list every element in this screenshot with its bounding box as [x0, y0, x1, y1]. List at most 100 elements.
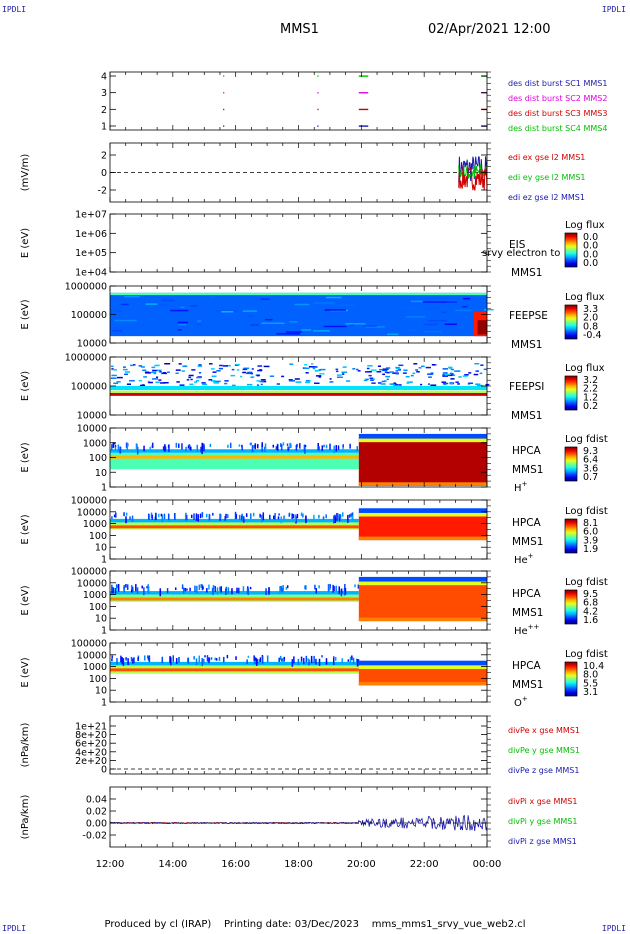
- spectrogram-cell: [450, 378, 455, 380]
- spectrogram-cell: [322, 516, 325, 520]
- spectrogram-cell: [398, 364, 404, 367]
- spectrogram-cell: [236, 587, 238, 593]
- spectrogram-cell: [238, 444, 241, 447]
- spectrogram-cell: [345, 323, 366, 325]
- spectrogram-cell: [442, 368, 449, 370]
- footer-script: mms_mms1_srvy_vue_web2.cl: [371, 919, 526, 930]
- spectrogram-cell: [349, 324, 355, 327]
- colorbar-tick-label: 9.3: [583, 446, 598, 457]
- spectrogram-cell: [475, 383, 481, 385]
- spectrogram-cell: [129, 379, 135, 382]
- colorbar-tick-label: 4.2: [583, 606, 598, 617]
- spectrogram-cell: [127, 658, 129, 666]
- spectrogram-cell: [250, 376, 255, 378]
- spacecraft-label: MMS1: [512, 464, 543, 476]
- spectrogram-cell: [302, 513, 304, 517]
- spectrogram-cell: [304, 444, 307, 448]
- spectrogram-cell: [352, 368, 356, 370]
- spectrogram-cell: [415, 369, 419, 371]
- corner-label-bottom-right: IPDLI: [601, 924, 626, 933]
- spectrogram-cell: [114, 446, 117, 452]
- spectrogram-cell: [371, 382, 376, 384]
- spectrogram-burst: [358, 576, 487, 582]
- spectrogram-cell: [337, 304, 356, 306]
- spectrogram-cell: [226, 654, 229, 659]
- spectrogram-cell: [407, 329, 417, 332]
- spectrogram-cell: [262, 380, 267, 383]
- spectrogram-cell: [133, 657, 135, 663]
- spectrogram-cell: [332, 658, 335, 666]
- spectrogram-cell: [276, 444, 279, 451]
- spectrogram-cell: [147, 304, 169, 307]
- spectrogram-cell: [151, 514, 154, 520]
- y-tick-label: 100000: [71, 639, 107, 650]
- spectrogram-cell: [141, 585, 143, 589]
- spectrogram-cell: [185, 446, 187, 452]
- spectrogram-cell: [281, 375, 285, 378]
- spectrogram-cell: [111, 516, 113, 519]
- spectrogram-cell: [187, 445, 190, 449]
- colorbar: [564, 518, 578, 554]
- spectrogram-cell: [253, 655, 255, 661]
- spectrogram-cell: [212, 584, 215, 590]
- spectrogram-cell: [286, 443, 289, 447]
- spectrogram-cell: [201, 658, 203, 666]
- spectrogram-cell: [125, 583, 127, 588]
- spectrogram-band: [110, 292, 487, 296]
- spectrogram-cell: [477, 320, 487, 335]
- spacecraft-label: MMS1: [512, 536, 543, 548]
- spectrogram-cell: [219, 514, 222, 519]
- spectrogram-cell: [335, 585, 337, 592]
- y-tick-label: 10000: [77, 411, 107, 422]
- spectrogram-cell: [196, 585, 198, 594]
- y-tick-label: 100: [89, 602, 107, 613]
- colorbar-tick-label: 8.1: [583, 518, 598, 529]
- spectrogram-cell: [221, 311, 234, 313]
- spectrogram-cell: [147, 656, 150, 661]
- spectrogram-cell: [242, 586, 245, 592]
- panel-frame: [109, 71, 488, 131]
- spectrogram-cell: [279, 585, 281, 594]
- spectrogram-cell: [177, 329, 182, 331]
- spectrogram-cell: [229, 442, 232, 449]
- spectrogram-cell: [367, 365, 373, 367]
- spacecraft-title: MMS1: [280, 22, 319, 37]
- spectrogram-cell: [295, 444, 298, 451]
- spectrogram-cell: [202, 586, 204, 590]
- spectrogram-cell: [256, 444, 259, 449]
- spectrogram-cell: [201, 512, 204, 518]
- species-charge: +: [522, 480, 528, 488]
- spectrogram-burst: [358, 665, 487, 669]
- colorbar-tick-label: -0.4: [583, 330, 602, 341]
- spectrogram-cell: [307, 658, 310, 661]
- spectrogram-cell: [476, 384, 483, 387]
- spectrogram-cell: [334, 515, 337, 523]
- spectrogram-cell: [350, 513, 352, 517]
- spectrogram-cell: [427, 373, 434, 375]
- spectrogram-band: [110, 386, 487, 391]
- spectrogram-cell: [193, 656, 195, 660]
- spectrogram-cell: [315, 375, 322, 377]
- spacecraft-label: MMS1: [512, 679, 543, 691]
- x-tick-label: 16:00: [221, 859, 250, 870]
- spectrogram-burst: [358, 681, 487, 686]
- species-charge: +: [528, 552, 534, 560]
- colorbar-tick-label: 1.2: [583, 392, 598, 403]
- spectrogram-burst: [358, 433, 487, 439]
- spectrogram-cell: [140, 366, 145, 368]
- spectrogram-cell: [473, 373, 479, 376]
- spectrogram-cell: [269, 375, 275, 377]
- spectrogram-cell: [451, 373, 454, 375]
- spectrogram-cell: [247, 315, 255, 317]
- spectrogram-cell: [231, 368, 235, 371]
- spectrogram-cell: [384, 371, 388, 373]
- spectrogram-cell: [357, 584, 360, 589]
- spectrogram-cell: [253, 444, 255, 449]
- spectrogram-cell: [123, 366, 126, 368]
- spectrogram-cell: [323, 444, 325, 448]
- instrument-label: HPCA: [512, 660, 542, 672]
- spectrogram-cell: [123, 512, 125, 517]
- spectrogram-burst: [358, 512, 487, 541]
- spectrogram-cell: [195, 323, 202, 326]
